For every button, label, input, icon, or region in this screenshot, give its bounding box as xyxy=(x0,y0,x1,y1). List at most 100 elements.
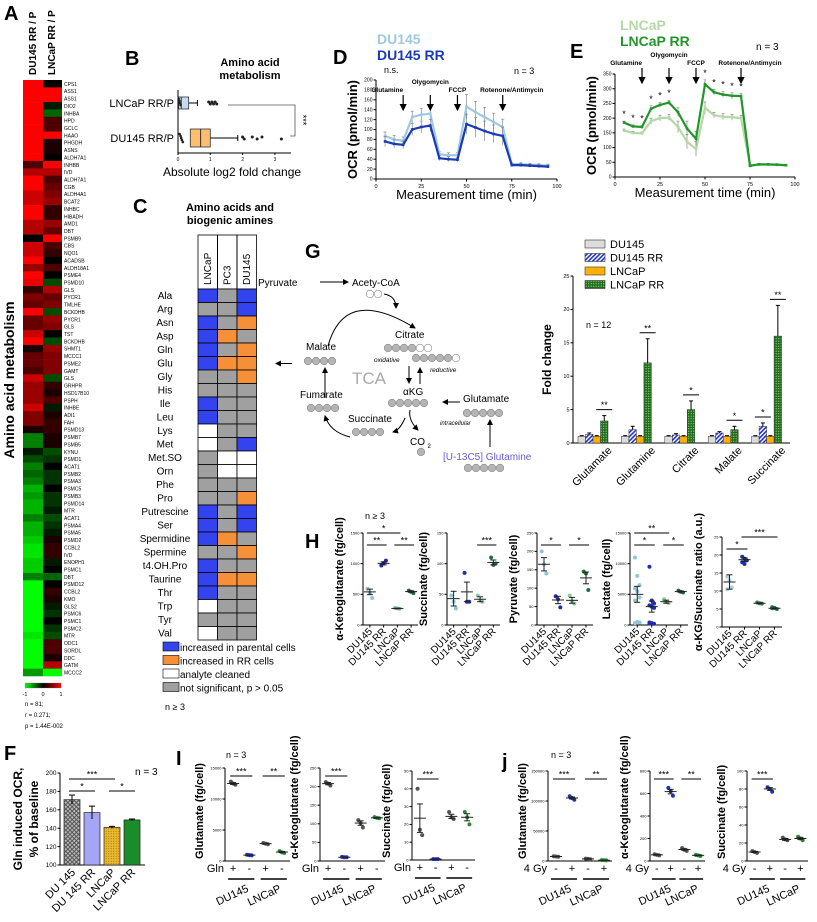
table-cell xyxy=(197,504,218,519)
heatmap-cell xyxy=(43,278,62,287)
row-label: t4.OH.Pro xyxy=(143,561,188,572)
gene-label: ENOPH1 xyxy=(64,560,85,566)
gene-label: GLS2 xyxy=(64,604,77,610)
carbon-atom xyxy=(427,353,437,363)
gene-label: PSMD14 xyxy=(64,501,84,507)
heatmap-row-label: Amino acid metabolism xyxy=(1,301,17,458)
significance-label: *** xyxy=(658,770,669,780)
table-cell xyxy=(236,491,257,506)
n-label: n ≥ 3 xyxy=(365,511,385,521)
significance-label: ** xyxy=(401,536,409,546)
gene-label: MTR xyxy=(64,509,75,515)
heatmap-cell xyxy=(43,543,62,552)
heatmap-cell xyxy=(23,190,43,199)
data-point xyxy=(360,825,365,830)
heatmap-cell xyxy=(43,308,62,316)
table-cell xyxy=(197,491,218,506)
treatment-sign: + xyxy=(667,863,673,875)
y-tick-label: 250 xyxy=(527,530,534,535)
treatment-sign: - xyxy=(434,862,438,874)
metabolite-label: Malate xyxy=(306,342,336,353)
y-axis-label: α-Ketoglutarate (fg/cell) xyxy=(619,735,631,859)
data-point xyxy=(652,601,657,606)
x-tick-label: 75 xyxy=(509,184,515,190)
gene-label: PSMD1 xyxy=(64,457,81,463)
row-label: Met xyxy=(157,440,174,451)
carbon-atom xyxy=(435,353,445,363)
heatmap-cell xyxy=(23,205,43,213)
gene-label: SORDL xyxy=(64,648,81,654)
heatmap-cell xyxy=(23,153,43,162)
heatmap-cell xyxy=(43,411,62,419)
x-tick-label: Glutamine xyxy=(614,445,658,489)
data-point xyxy=(178,101,181,105)
heatmap-cell xyxy=(43,109,62,118)
y-tick-label: 20 xyxy=(714,552,719,557)
n-label: n = 12 xyxy=(586,320,611,330)
data-point xyxy=(178,132,181,136)
data-point xyxy=(729,585,734,590)
data-point xyxy=(392,142,396,146)
y-tick-label: 150 xyxy=(603,131,612,137)
x-tick-label: 100 xyxy=(790,182,799,188)
row-label: Spermine xyxy=(144,548,187,559)
legend-label: not significant, p > 0.05 xyxy=(180,684,284,695)
metabolite-label: αKG xyxy=(403,387,423,398)
heatmap-cell xyxy=(23,183,43,191)
heatmap-cell xyxy=(43,241,62,250)
gene-label: ASS1 xyxy=(64,89,77,95)
y-tick-label: 10000 xyxy=(210,796,222,801)
heatmap-cell xyxy=(23,352,43,360)
legend-swatch xyxy=(162,641,180,652)
carbon-atom xyxy=(311,356,321,366)
outlier-point xyxy=(241,135,245,139)
column-label: LNCaP RR / P xyxy=(47,10,58,75)
y-axis-label: Gln induced OCR, xyxy=(11,768,25,871)
heatmap-cell xyxy=(23,256,43,265)
heatmap-cell xyxy=(23,219,43,228)
y-axis-label: Fold change xyxy=(540,324,554,395)
significance-label: *** xyxy=(422,770,433,780)
heatmap-cell xyxy=(43,558,62,566)
data-point xyxy=(658,103,662,107)
heatmap-cell xyxy=(43,389,62,397)
heatmap-cell xyxy=(23,653,43,662)
y-tick-label: 1500 xyxy=(351,530,361,535)
heatmap-cell xyxy=(43,477,62,485)
data-point xyxy=(632,586,637,591)
table-cell xyxy=(197,342,218,357)
significance-star: * xyxy=(658,91,662,101)
gene-label: GAMT xyxy=(64,369,78,375)
heatmap-cell xyxy=(23,447,43,456)
data-point xyxy=(757,163,761,166)
data-point xyxy=(640,125,644,129)
gene-label: PYCR1 xyxy=(64,317,81,323)
y-tick-label: 140 xyxy=(364,107,373,113)
heatmap-cell xyxy=(23,175,43,184)
heatmap-cell xyxy=(23,241,43,250)
bar xyxy=(751,436,760,444)
row-label: Taurine xyxy=(149,575,182,586)
data-point xyxy=(419,125,423,129)
y-axis-label: Pyruvate (fg/cell) xyxy=(508,534,520,623)
n-label: n = 3 xyxy=(135,767,158,778)
panel-label-a: A xyxy=(4,3,18,25)
y-tick-label: 10 xyxy=(404,840,409,845)
treatment-sign: + xyxy=(325,863,331,875)
data-point xyxy=(742,562,747,566)
treatment-sign: + xyxy=(695,863,701,875)
table-cell xyxy=(236,477,257,492)
treatment-sign: + xyxy=(569,863,575,875)
gene-label: SHMT1 xyxy=(64,347,81,353)
data-point xyxy=(703,83,707,86)
outlier-point xyxy=(207,100,211,104)
heatmap-cell xyxy=(23,366,43,375)
treatment-sign: + xyxy=(357,863,363,875)
heatmap-cell xyxy=(43,595,62,603)
y-tick-label: 0 xyxy=(357,622,360,627)
heatmap-cell xyxy=(43,433,62,441)
carbon-atom xyxy=(471,463,481,473)
column-header: PC3 xyxy=(223,265,234,285)
outlier-point xyxy=(260,135,264,139)
data-point xyxy=(179,136,183,140)
